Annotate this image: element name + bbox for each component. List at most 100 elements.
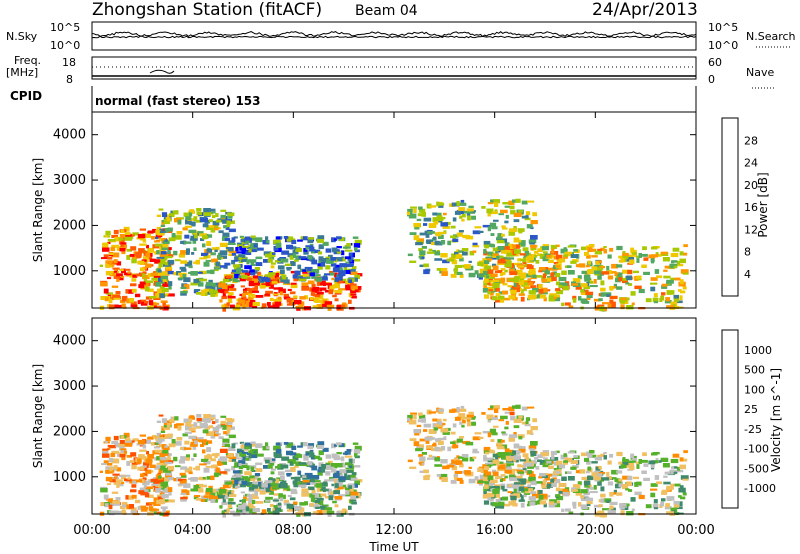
power-cell [210, 269, 215, 275]
power-cell [459, 202, 467, 206]
velocity-cell [196, 414, 202, 418]
velocity-cell [167, 433, 173, 438]
velocity-cell [189, 444, 198, 447]
velocity-cell [468, 411, 474, 415]
velocity-cell [350, 475, 356, 478]
velocity-cell [155, 484, 160, 489]
power-cell [250, 243, 254, 248]
velocity-cell [522, 465, 527, 470]
velocity-cell [336, 511, 341, 516]
velocity-cell [166, 460, 174, 464]
velocity-cell [578, 469, 586, 474]
power-cell [302, 271, 311, 274]
power-cell [318, 244, 324, 250]
power-cell [297, 264, 302, 270]
power-cell [202, 223, 209, 228]
velocity-cell [344, 472, 348, 478]
power-cell [265, 290, 273, 294]
velocity-cell [500, 415, 508, 420]
velocity-cell [302, 442, 308, 447]
velocity-cell [153, 508, 160, 511]
power-cell [332, 267, 340, 273]
velocity-cell [586, 488, 590, 493]
velocity-cell [219, 505, 223, 509]
power-cell [626, 275, 632, 281]
colorbar-frame [721, 329, 739, 509]
velocity-cell [462, 457, 468, 462]
power-cell [434, 258, 443, 261]
velocity-cell [190, 441, 198, 447]
power-cell [101, 257, 108, 260]
velocity-cell [495, 499, 501, 503]
power-cell [105, 292, 113, 295]
velocity-cell [153, 446, 160, 449]
velocity-cell [426, 457, 435, 460]
power-cell [329, 284, 337, 289]
power-cell [227, 215, 233, 219]
power-cell [508, 200, 515, 205]
power-cell [236, 302, 242, 307]
velocity-cell [650, 488, 658, 491]
velocity-cell [287, 459, 294, 464]
power-cell [112, 304, 119, 309]
power-cell [500, 257, 507, 260]
colorbar-tick: -500 [744, 462, 769, 475]
power-cell [620, 257, 625, 263]
velocity-cell [183, 418, 192, 423]
velocity-cell [334, 444, 338, 447]
power-cell [338, 276, 343, 281]
power-cell [487, 282, 491, 285]
velocity-cell [454, 457, 459, 461]
power-cell [114, 236, 121, 242]
velocity-cell [483, 446, 491, 452]
power-cell [407, 208, 413, 213]
power-cell [508, 228, 517, 232]
power-cell [537, 248, 543, 252]
power-cell [539, 254, 547, 259]
power-cell [304, 295, 308, 300]
velocity-cell [423, 423, 432, 428]
velocity-cell [348, 485, 352, 489]
power-cell [130, 246, 137, 251]
power-cell [278, 287, 283, 292]
velocity-cell [220, 461, 227, 465]
velocity-cell [344, 455, 353, 458]
velocity-cell [279, 496, 284, 502]
power-cell [575, 285, 582, 290]
velocity-cell [286, 503, 294, 509]
velocity-cell [532, 480, 537, 484]
power-cell [508, 278, 513, 281]
power-cell [513, 219, 520, 223]
power-cell [654, 269, 660, 274]
power-cell [413, 208, 417, 213]
power-cell [462, 251, 468, 256]
colorbar-tick: 25 [744, 403, 758, 416]
velocity-cell [486, 481, 489, 487]
power-cell [122, 295, 128, 299]
time-axis: 00:00 04:00 08:00 12:00 16:00 20:00 00:00 [73, 112, 715, 538]
power-cell [492, 254, 499, 258]
velocity-cell [121, 509, 126, 515]
power-cell [518, 272, 527, 277]
power-cell [283, 293, 289, 299]
power-cell [447, 240, 452, 246]
power-cell [245, 277, 251, 280]
velocity-cell [331, 453, 338, 459]
velocity-cell [349, 477, 358, 481]
power-cell [558, 276, 567, 282]
power-cell [470, 211, 476, 214]
power-cell [609, 247, 614, 252]
power-cell [630, 254, 636, 257]
power-cell [147, 255, 153, 260]
power-cell [279, 303, 283, 306]
power-cell [293, 295, 298, 299]
power-cell [162, 293, 169, 296]
power-cell [458, 250, 464, 253]
power-cell [254, 285, 258, 290]
power-cell [159, 293, 165, 299]
power-cell [152, 228, 157, 233]
power-cell [466, 208, 475, 212]
power-cell [184, 241, 192, 244]
power-cell [219, 242, 228, 247]
power-cell [642, 253, 648, 257]
